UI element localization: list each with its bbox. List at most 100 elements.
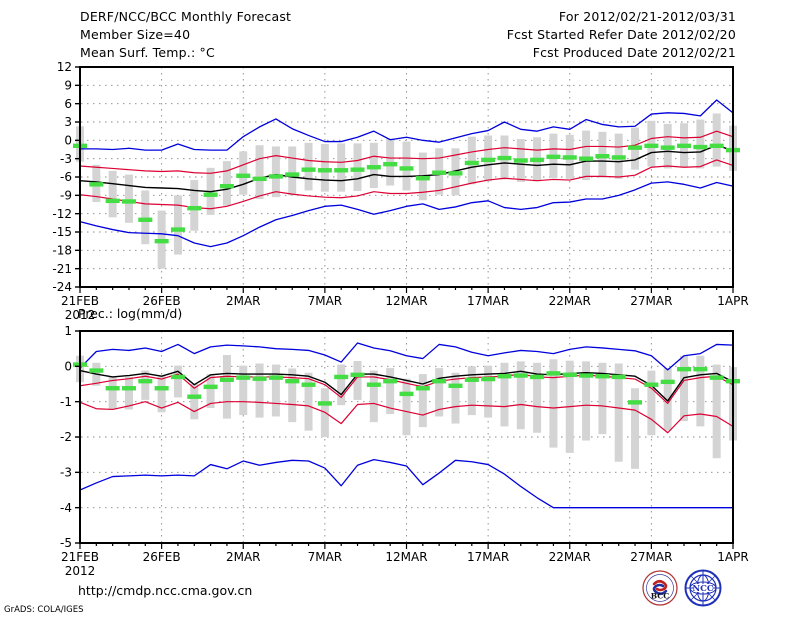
median-dash [203,192,218,197]
x-tick-label: 1APR [717,550,748,564]
series-line-maximum [80,99,734,151]
y-tick-label: -3 [60,152,72,166]
median-dash [579,156,594,161]
spread-bar [353,143,362,192]
spread-bar [173,365,182,398]
x-tick-label: 1APR [717,294,748,308]
y-tick-label: -12 [52,207,72,221]
grads-credit: GrADS: COLA/IGES [4,605,84,615]
median-dash [285,378,300,384]
median-dash [236,375,251,380]
median-dash [513,373,528,378]
y-tick-label: 9 [64,79,72,93]
spread-bar [157,376,166,413]
website-url[interactable]: http://cmdp.ncc.cma.gov.cn [78,583,253,598]
spread-bar [108,170,117,218]
spread-bar [190,384,199,420]
spread-bar [206,374,215,409]
median-dash [611,374,626,380]
spread-bar [124,376,133,410]
spread-bar [173,195,182,255]
x-tick-label: 27MAR [630,550,672,564]
median-dash [611,155,626,160]
median-dash [285,172,300,177]
spread-bar [190,180,199,231]
median-dash [301,167,316,172]
variable-label: Mean Surf. Temp.: °C [80,45,215,60]
median-dash [464,377,479,382]
median-dash [677,366,692,372]
median-dash [121,199,136,204]
x-tick-sublabel: 2012 [65,564,96,578]
median-dash [399,166,414,171]
median-dash [89,182,104,187]
median-dash [481,157,496,163]
median-dash [154,238,169,244]
series-line-lower-quartile [79,401,734,434]
spread-bar [239,365,248,416]
forecast-period-label: For 2012/02/21-2012/03/31 [558,9,736,24]
y-tick-label: -21 [52,262,72,276]
median-dash [579,373,594,378]
spread-bar [239,151,248,195]
median-dash [530,157,545,163]
median-dash [187,205,202,211]
spread-bar [288,368,297,423]
y-tick-label: -5 [60,536,72,550]
forecast-started-label: Fcst Started Refer Date 2012/02/20 [506,27,736,42]
x-tick-label: 22MAR [549,550,591,564]
median-dash [366,382,381,387]
median-dash [105,198,120,204]
spread-bar [631,388,640,469]
spread-bar [516,361,525,430]
median-dash [383,161,398,167]
median-dash [301,382,316,387]
spread-bar [614,363,623,462]
spread-bar [304,142,313,191]
x-tick-label: 17MAR [467,294,509,308]
median-dash [644,382,659,387]
y-tick-label: 12 [57,60,72,74]
x-tick-label: 26FEB [143,550,181,564]
median-dash [595,374,610,379]
median-dash [138,378,153,384]
median-dash [709,375,724,380]
spread-bar [288,146,297,196]
x-tick-label: 12MAR [385,550,427,564]
spread-bar [402,378,411,436]
median-dash [399,391,414,397]
median-dash [219,377,234,382]
median-dash [464,160,479,166]
median-dash [513,158,528,163]
spread-bar [696,355,705,427]
x-tick-label: 21FEB [61,294,99,308]
spread-bar [549,359,558,448]
x-tick-label: 17MAR [467,550,509,564]
median-dash [350,167,365,172]
spread-bar [598,362,607,435]
spread-bar [369,370,378,423]
median-dash [187,394,202,399]
median-dash [252,376,267,381]
median-dash [89,368,104,373]
spread-bar [533,362,542,433]
median-dash [268,174,283,179]
y-tick-label: 1 [64,324,72,338]
spread-bar [712,113,721,167]
chart-title: DERF/NCC/BCC Monthly Forecast [80,9,292,24]
spread-bar [647,370,656,436]
median-dash [546,154,561,160]
median-dash [497,374,512,379]
spread-bar [402,141,411,191]
median-dash [334,374,349,380]
median-dash [448,383,463,388]
median-dash [432,378,447,384]
median-dash [350,372,365,378]
y-tick-label: -3 [60,466,72,480]
median-dash [709,143,724,149]
spread-bar [500,362,509,427]
median-dash [693,366,708,372]
median-dash [268,375,283,380]
x-tick-label: 21FEB [61,550,99,564]
